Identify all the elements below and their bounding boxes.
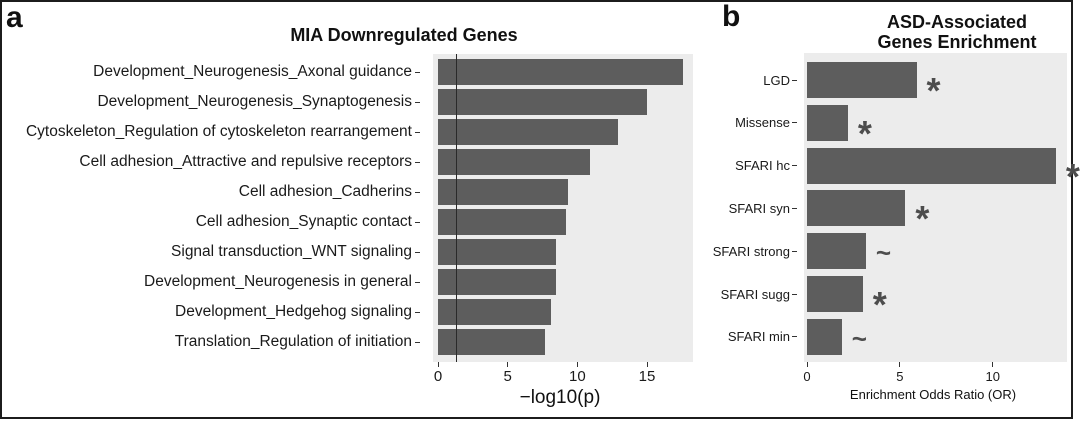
category-label-development-neurogenesis-axonal-guidance: Development_Neurogenesis_Axonal guidance xyxy=(93,63,412,80)
x-axis-tick xyxy=(899,362,901,367)
category-label-translation-regulation-of-initiation: Translation_Regulation of initiation xyxy=(174,333,412,350)
bar-lgd xyxy=(807,62,917,98)
category-label-sfari-sugg: SFARI sugg xyxy=(720,286,790,302)
panel-b-letter: b xyxy=(722,0,741,33)
chart-b-title-line1: ASD-Associated xyxy=(886,12,1028,32)
category-label-sfari-min: SFARI min xyxy=(727,329,790,345)
bar-cell-adhesion-synaptic-contact xyxy=(438,209,567,235)
significance-asterisk: * xyxy=(915,198,930,240)
x-tick-label: 15 xyxy=(638,368,656,385)
category-label-development-hedgehog-signaling: Development_Hedgehog signaling xyxy=(175,303,412,320)
category-tick xyxy=(792,336,797,338)
significance-threshold-line xyxy=(456,54,458,362)
bar-sfari-sugg xyxy=(807,276,863,312)
category-tick xyxy=(415,251,420,253)
chart-a-title: MIA Downregulated Genes xyxy=(290,25,518,45)
x-tick-label: 10 xyxy=(569,368,586,385)
category-label-signal-transduction-wnt-signaling: Signal transduction_WNT signaling xyxy=(171,243,412,260)
x-tick-label: 0 xyxy=(433,368,443,385)
category-tick xyxy=(792,79,797,81)
bar-cell-adhesion-cadherins xyxy=(438,179,568,205)
bar-cytoskeleton-regulation-of-cytoskeleton-rearrangement xyxy=(438,119,618,145)
category-tick xyxy=(415,71,420,73)
category-label-development-neurogenesis-in-general: Development_Neurogenesis in general xyxy=(144,273,412,290)
x-axis-tick xyxy=(806,362,808,367)
category-label-cell-adhesion-synaptic-contact: Cell adhesion_Synaptic contact xyxy=(195,213,412,230)
category-tick xyxy=(415,281,420,283)
significance-tilde: ~ xyxy=(851,323,867,354)
x-axis-tick xyxy=(576,362,578,367)
category-tick xyxy=(415,101,420,103)
x-axis-tick xyxy=(646,362,648,367)
bar-development-neurogenesis-synaptogenesis xyxy=(438,89,648,115)
category-tick xyxy=(415,161,420,163)
category-label-cell-adhesion-attractive-and-repulsive-receptors: Cell adhesion_Attractive and repulsive r… xyxy=(79,153,412,170)
category-tick xyxy=(792,293,797,295)
significance-tilde: ~ xyxy=(875,237,892,268)
bar-development-hedgehog-signaling xyxy=(438,299,551,325)
bar-cell-adhesion-attractive-and-repulsive-receptors xyxy=(438,149,590,175)
bar-missense xyxy=(807,104,848,141)
chart-b-title-line2: Genes Enrichment xyxy=(877,31,1037,52)
category-label-sfari-hc: SFARI hc xyxy=(735,158,790,174)
category-tick xyxy=(792,250,797,252)
x-axis-tick xyxy=(437,362,439,367)
bar-sfari-min xyxy=(807,318,843,355)
category-tick xyxy=(415,131,420,133)
category-label-lgd: LGD xyxy=(763,72,790,88)
category-tick xyxy=(415,191,420,193)
chart-a-xaxis-label: −log10(p) xyxy=(519,387,601,408)
x-axis-tick xyxy=(507,362,509,367)
bar-sfari-hc xyxy=(807,147,1056,184)
category-tick xyxy=(792,165,797,167)
x-tick-label: 5 xyxy=(896,369,904,384)
category-label-sfari-syn: SFARI syn xyxy=(728,200,790,216)
x-tick-label: 0 xyxy=(803,369,811,384)
bar-development-neurogenesis-in-general xyxy=(438,269,557,295)
bar-development-neurogenesis-axonal-guidance xyxy=(438,59,684,85)
chart-b-title: ASD-Associated Genes Enrichment xyxy=(877,12,1037,52)
x-axis-tick xyxy=(992,362,994,367)
category-tick xyxy=(415,221,420,223)
panel-a-letter: a xyxy=(6,1,23,34)
chart-b-xaxis-label: Enrichment Odds Ratio (OR) xyxy=(849,387,1017,402)
bar-signal-transduction-wnt-signaling xyxy=(438,239,557,265)
category-label-missense: Missense xyxy=(735,115,790,131)
category-label-development-neurogenesis-synaptogenesis: Development_Neurogenesis_Synaptogenesis xyxy=(97,93,412,110)
significance-asterisk: * xyxy=(926,69,941,111)
category-label-cytoskeleton-regulation-of-cytoskeleton-rearrangement: Cytoskeleton_Regulation of cytoskeleton … xyxy=(25,123,412,140)
category-label-sfari-strong: SFARI strong xyxy=(712,243,790,259)
category-tick xyxy=(415,311,420,313)
significance-asterisk: * xyxy=(1065,155,1080,197)
category-tick xyxy=(415,341,420,343)
category-tick xyxy=(792,122,797,124)
category-label-cell-adhesion-cadherins: Cell adhesion_Cadherins xyxy=(238,183,412,200)
x-tick-label: 10 xyxy=(985,369,1000,384)
category-tick xyxy=(792,207,797,209)
bar-sfari-strong xyxy=(807,233,867,270)
bar-sfari-syn xyxy=(807,190,906,227)
significance-asterisk: * xyxy=(872,283,887,325)
x-tick-label: 5 xyxy=(503,368,512,385)
bar-translation-regulation-of-initiation xyxy=(438,329,546,355)
significance-asterisk: * xyxy=(857,112,872,154)
